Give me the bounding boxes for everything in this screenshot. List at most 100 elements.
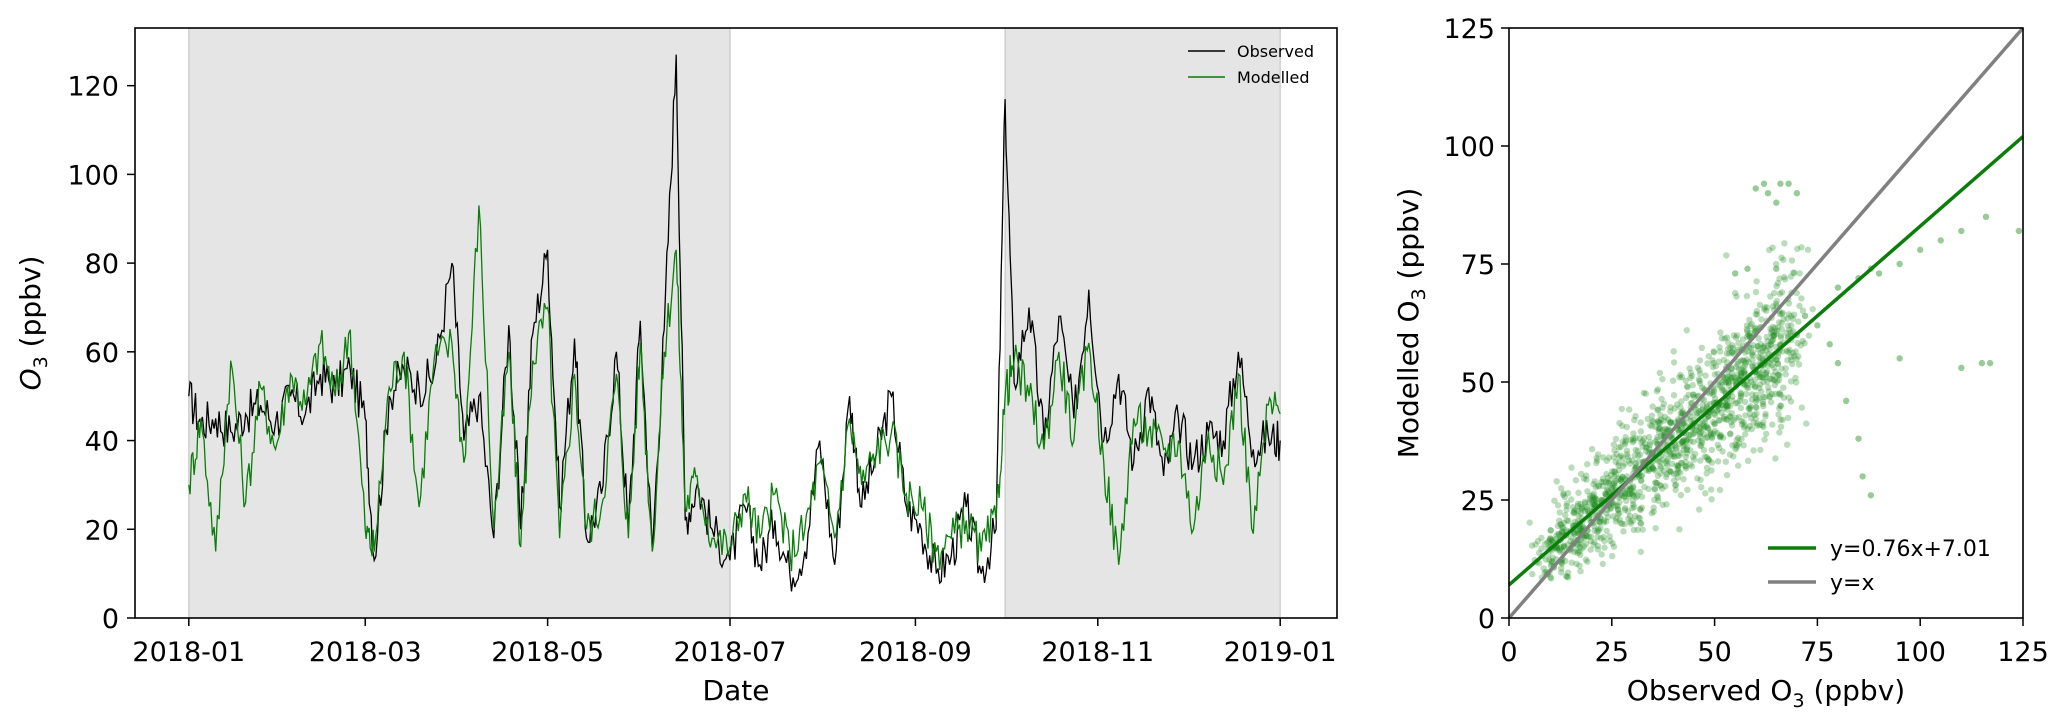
scatter-point — [1721, 387, 1728, 394]
scatter-point — [1727, 375, 1735, 382]
scatter-point — [1782, 365, 1789, 372]
scatter-point — [1726, 431, 1734, 438]
scatter-point — [1696, 430, 1704, 438]
scatter-point — [1724, 402, 1732, 409]
scatter-point — [1638, 504, 1646, 511]
scatter-point — [1555, 531, 1563, 538]
scatter-point — [1740, 370, 1748, 377]
scatter-point — [1595, 483, 1603, 490]
scatter-point — [1732, 414, 1739, 422]
scatter-point — [1568, 559, 1575, 566]
scatter-point — [1557, 544, 1565, 551]
scatter-point — [1697, 457, 1704, 464]
scatter-point — [1678, 409, 1686, 416]
scatter-point — [1590, 490, 1598, 497]
scatter-point — [1732, 363, 1740, 371]
timeseries-xlabel: Date — [703, 674, 770, 707]
scatter-point — [1826, 341, 1833, 348]
scatter-point — [1562, 511, 1569, 519]
scatter-point — [1747, 322, 1754, 330]
scatter-point — [1609, 482, 1616, 489]
scatter-point — [1760, 423, 1767, 431]
scatter-point — [1672, 482, 1679, 489]
scatter-point — [1719, 402, 1727, 409]
scatter-point — [1784, 414, 1792, 422]
scatter-point — [1657, 464, 1665, 472]
scatter-y-tick-label: 75 — [1461, 250, 1495, 281]
scatter-point — [1639, 437, 1646, 444]
scatter-point — [1798, 404, 1806, 411]
scatter-point — [1734, 358, 1742, 365]
scatter-point — [1716, 383, 1724, 390]
scatter-point — [1630, 501, 1637, 508]
scatter-point — [1699, 406, 1706, 413]
scatter-point — [1556, 517, 1563, 524]
scatter-point — [1599, 482, 1607, 490]
x-tick-label: 2019-01 — [1224, 637, 1337, 668]
scatter-point — [1574, 507, 1582, 515]
scatter-point — [1767, 341, 1774, 348]
scatter-point — [1629, 435, 1637, 442]
scatter-point — [1601, 537, 1608, 545]
scatter-point — [1570, 509, 1577, 516]
scatter-point — [1639, 443, 1646, 450]
scatter-point — [1676, 452, 1683, 459]
scatter-point — [1654, 386, 1662, 393]
scatter-point — [1696, 377, 1703, 385]
scatter-point — [1588, 497, 1595, 504]
scatter-point — [1778, 319, 1785, 327]
scatter-point — [1752, 398, 1759, 405]
scatter-point — [1630, 503, 1638, 511]
scatter-point — [1667, 404, 1674, 411]
timeseries-lines — [188, 54, 1281, 592]
scatter-point — [1752, 311, 1760, 318]
scatter-point — [1558, 527, 1566, 535]
scatter-point — [1613, 450, 1620, 458]
scatter-point — [1708, 433, 1716, 440]
scatter-point — [1708, 459, 1716, 466]
scatter-point — [1742, 359, 1749, 366]
x-tick-label: 2018-07 — [674, 637, 787, 668]
scatter-point — [1777, 402, 1785, 410]
scatter-point — [1616, 509, 1623, 517]
shaded-period-2 — [1004, 27, 1281, 619]
scatter-point — [1575, 512, 1582, 520]
scatter-point — [1767, 325, 1774, 332]
scatter-point — [1724, 416, 1731, 423]
scatter-point — [1696, 506, 1703, 513]
scatter-point — [1798, 244, 1805, 251]
series-line-modelled — [188, 205, 1281, 572]
scatter-point — [1695, 408, 1703, 415]
scatter-point — [1654, 406, 1662, 413]
scatter-point — [1615, 459, 1623, 467]
scatter-point — [1664, 416, 1672, 423]
scatter-point — [1674, 401, 1681, 408]
scatter-point — [1700, 422, 1707, 429]
scatter-point — [1722, 379, 1730, 386]
scatter-point — [1664, 456, 1672, 463]
scatter-point — [1716, 444, 1723, 452]
scatter-point — [1667, 419, 1675, 426]
scatter-point — [1754, 343, 1762, 350]
scatter-point — [1708, 446, 1716, 454]
scatter-point — [1722, 458, 1730, 465]
scatter-point — [1703, 454, 1710, 461]
scatter-point — [1659, 376, 1666, 383]
scatter-point — [1775, 324, 1782, 331]
scatter-point — [1780, 394, 1788, 401]
scatter-point — [1760, 379, 1767, 386]
scatter-point — [1652, 438, 1659, 446]
scatter-point — [1629, 491, 1636, 498]
scatter-point — [1702, 490, 1709, 497]
scatter-point — [1734, 332, 1741, 339]
scatter-point — [1611, 447, 1618, 454]
scatter-point — [1616, 419, 1623, 427]
scatter-point — [1657, 458, 1664, 466]
scatter-point — [1690, 391, 1697, 398]
scatter-point — [1660, 417, 1667, 424]
scatter-point — [1764, 337, 1771, 345]
scatter-point — [1621, 520, 1629, 528]
scatter-point — [1787, 329, 1794, 336]
scatter-point — [1757, 340, 1765, 348]
scatter-point — [1738, 418, 1745, 425]
